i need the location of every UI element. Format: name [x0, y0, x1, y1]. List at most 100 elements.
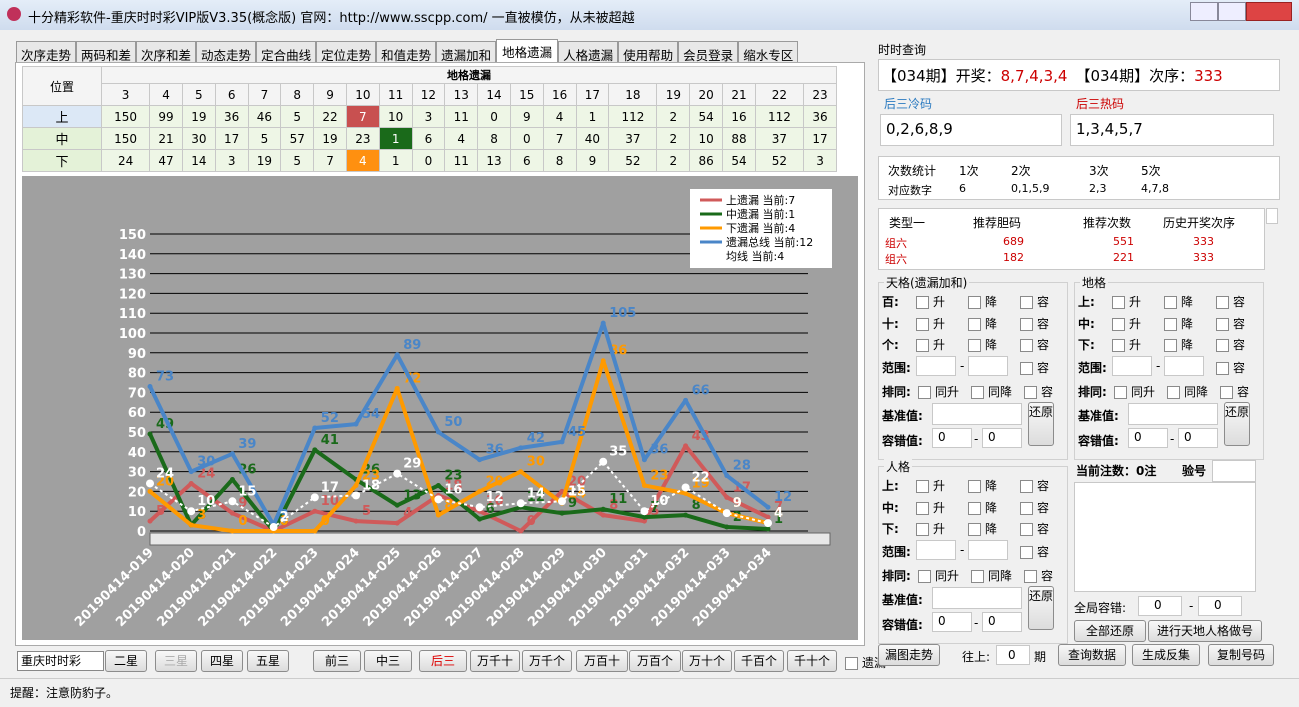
up-input[interactable] — [996, 645, 1030, 665]
minimize[interactable] — [1190, 2, 1218, 21]
base-input[interactable] — [932, 587, 1022, 609]
option[interactable]: 容 — [1216, 315, 1245, 332]
tab[interactable]: 定位走势 — [316, 41, 377, 65]
option[interactable]: 降 — [968, 293, 997, 310]
option[interactable]: 同升 — [918, 383, 959, 400]
option[interactable]: 容 — [1020, 315, 1049, 332]
option[interactable]: 同降 — [971, 383, 1012, 400]
mode-button[interactable]: 万十个 — [682, 650, 732, 672]
mode-button[interactable]: 万百十 — [576, 650, 628, 672]
spinner[interactable] — [1138, 596, 1182, 616]
option[interactable]: 降 — [1164, 293, 1193, 310]
tab[interactable]: 地格遗漏 — [496, 39, 559, 65]
option[interactable]: 容 — [1216, 293, 1245, 310]
mode-button[interactable]: 万百个 — [629, 650, 681, 672]
option[interactable]: 容 — [1020, 520, 1049, 537]
option[interactable]: 升 — [1112, 315, 1141, 332]
tab[interactable]: 遗漏加和 — [436, 41, 497, 65]
mode-button[interactable]: 五星 — [247, 650, 289, 672]
base-input[interactable] — [932, 403, 1022, 425]
option[interactable]: 同升 — [918, 567, 959, 584]
option[interactable]: 同降 — [1167, 383, 1208, 400]
lottery-select[interactable]: 重庆时时彩 — [17, 651, 104, 671]
mode-button[interactable]: 中三 — [364, 650, 412, 672]
tab[interactable]: 定合曲线 — [256, 41, 317, 65]
option[interactable]: 降 — [1164, 336, 1193, 353]
spinner[interactable] — [982, 428, 1022, 448]
tab[interactable]: 动态走势 — [196, 41, 257, 65]
mode-button[interactable]: 万千十 — [470, 650, 520, 672]
spinner[interactable] — [932, 612, 972, 632]
option[interactable]: 降 — [968, 477, 997, 494]
mode-button[interactable]: 二星 — [105, 650, 147, 672]
option[interactable]: 升 — [916, 293, 945, 310]
spinner[interactable] — [932, 428, 972, 448]
option[interactable]: 同降 — [971, 567, 1012, 584]
range-input[interactable] — [916, 540, 956, 560]
spinner[interactable] — [1178, 428, 1218, 448]
option[interactable]: 降 — [968, 520, 997, 537]
mode-button[interactable]: 千百个 — [734, 650, 784, 672]
option[interactable]: 降 — [968, 315, 997, 332]
option[interactable]: 升 — [916, 336, 945, 353]
option[interactable]: 容 — [1020, 543, 1049, 560]
option[interactable]: 升 — [1112, 293, 1141, 310]
inverse-button[interactable]: 生成反集 — [1132, 644, 1200, 666]
option[interactable]: 容 — [1020, 336, 1049, 353]
option[interactable]: 容 — [1020, 499, 1049, 516]
expand-button[interactable] — [1266, 208, 1278, 224]
make-button[interactable]: 进行天地人格做号 — [1148, 620, 1262, 642]
option[interactable]: 升 — [916, 315, 945, 332]
spinner[interactable] — [1128, 428, 1168, 448]
tab[interactable]: 人格遗漏 — [558, 41, 619, 65]
mode-button[interactable]: 千十个 — [787, 650, 837, 672]
mode-button[interactable]: 万千个 — [522, 650, 572, 672]
close[interactable] — [1246, 2, 1292, 21]
tab[interactable]: 次序和差 — [136, 41, 197, 65]
range-input[interactable] — [916, 356, 956, 376]
reset-all-button[interactable]: 全部还原 — [1074, 620, 1146, 642]
value-label: 16 — [444, 482, 462, 497]
base-input[interactable] — [1128, 403, 1218, 425]
tab[interactable]: 次序走势 — [16, 41, 77, 65]
mode-button[interactable]: 前三 — [313, 650, 361, 672]
reset-button[interactable]: 还原 — [1028, 586, 1054, 630]
option[interactable]: 降 — [968, 499, 997, 516]
query-button[interactable]: 查询数据 — [1058, 644, 1126, 666]
option[interactable]: 降 — [968, 336, 997, 353]
range-input[interactable] — [1112, 356, 1152, 376]
option[interactable]: 升 — [916, 477, 945, 494]
spinner[interactable] — [1198, 596, 1242, 616]
tab[interactable]: 和值走势 — [376, 41, 437, 65]
range-input[interactable] — [1164, 356, 1204, 376]
option[interactable]: 容 — [1020, 293, 1049, 310]
tab[interactable]: 使用帮助 — [618, 41, 679, 65]
reset-button[interactable]: 还原 — [1028, 402, 1054, 446]
tab[interactable]: 两码和差 — [76, 41, 137, 65]
option[interactable]: 容 — [1024, 567, 1053, 584]
option[interactable]: 升 — [916, 499, 945, 516]
option[interactable]: 容 — [1216, 336, 1245, 353]
reset-button[interactable]: 还原 — [1224, 402, 1250, 446]
spinner[interactable] — [982, 612, 1022, 632]
copy-button[interactable]: 复制号码 — [1208, 644, 1274, 666]
range-input[interactable] — [968, 356, 1008, 376]
option[interactable]: 降 — [1164, 315, 1193, 332]
mode-button[interactable]: 三星 — [155, 650, 197, 672]
option[interactable]: 容 — [1020, 359, 1049, 376]
maximize[interactable] — [1218, 2, 1246, 21]
option[interactable]: 同升 — [1114, 383, 1155, 400]
range-input[interactable] — [968, 540, 1008, 560]
verify-input[interactable] — [1212, 460, 1256, 482]
trend-button[interactable]: 漏图走势 — [878, 644, 940, 666]
option[interactable]: 容 — [1024, 383, 1053, 400]
option[interactable]: 升 — [916, 520, 945, 537]
option[interactable]: 容 — [1220, 383, 1249, 400]
mode-button[interactable]: 后三 — [419, 650, 467, 672]
mode-button[interactable]: 四星 — [201, 650, 243, 672]
tab[interactable]: 会员登录 — [678, 41, 739, 65]
tab[interactable]: 缩水专区 — [738, 41, 799, 65]
option[interactable]: 容 — [1216, 359, 1245, 376]
option[interactable]: 容 — [1020, 477, 1049, 494]
option[interactable]: 升 — [1112, 336, 1141, 353]
